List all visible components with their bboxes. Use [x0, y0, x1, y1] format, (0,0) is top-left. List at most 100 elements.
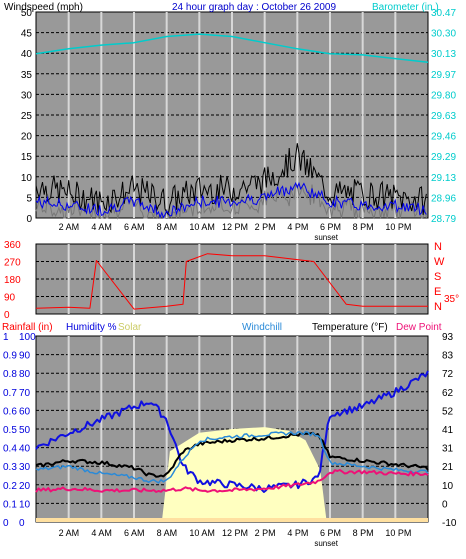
y-tick-label: 15	[21, 152, 33, 163]
temperature-tick-label: 41	[442, 425, 454, 436]
temperature-tick-label: 93	[442, 332, 454, 343]
x-tick-label: 8 PM	[353, 528, 374, 538]
humidity-tick-label: 70	[19, 388, 31, 399]
rain-tick-label: 0.8	[3, 369, 17, 380]
x-tick-label: 2 AM	[59, 528, 80, 538]
direction-tick-label: 90	[4, 293, 16, 304]
direction-tick-label: 0	[4, 310, 10, 321]
y2-tick-label: 29.13	[431, 173, 456, 184]
y-tick-label: 10	[21, 173, 33, 184]
y2-tick-label: 30.13	[431, 49, 456, 60]
rain-tick-label: 0.3	[3, 462, 17, 473]
humidity-tick-label: 50	[19, 425, 31, 436]
x-tick-label: 2 PM	[255, 528, 276, 538]
rain-tick-label: 0.6	[3, 406, 17, 417]
humidity-tick-label: 20	[19, 481, 31, 492]
sunset-label: sunset	[314, 233, 338, 242]
humidity-tick-label: 80	[19, 369, 31, 380]
rain-tick-label: 0.9	[3, 351, 17, 362]
humidity-tick-label: 0	[19, 518, 25, 529]
x-tick-label: 8 AM	[157, 222, 178, 232]
x-tick-label: 4 AM	[91, 222, 112, 232]
y2-tick-label: 29.46	[431, 132, 456, 143]
dew-point-title: Dew Point	[396, 322, 442, 333]
x-tick-label: 6 PM	[320, 222, 341, 232]
y-tick-label: 45	[21, 29, 33, 40]
x-tick-label: 8 PM	[353, 222, 374, 232]
sunset-label: sunset	[314, 539, 338, 548]
temp-marker-label: 35°	[444, 294, 459, 305]
temperature-tick-label: 52	[442, 406, 454, 417]
humidity-tick-label: 40	[19, 444, 31, 455]
solar-title: Solar	[118, 322, 142, 333]
y-tick-label: 5	[26, 193, 32, 204]
wind-avg-line	[35, 181, 427, 219]
rain-tick-label: 0.2	[3, 481, 17, 492]
temperature-tick-label: -10	[442, 518, 457, 529]
x-tick-label: 4 AM	[91, 528, 112, 538]
rain-tick-label: 0.5	[3, 425, 17, 436]
y-tick-label: 30	[21, 90, 33, 101]
x-tick-label: 8 AM	[157, 528, 178, 538]
humidity-line	[35, 370, 429, 493]
x-tick-label: 12 PM	[222, 222, 248, 232]
y2-tick-label: 30.47	[431, 8, 456, 19]
x-tick-label: 6 AM	[124, 222, 145, 232]
temperature-tick-label: 31	[442, 444, 454, 455]
rain-tick-label: 0	[3, 518, 9, 529]
x-tick-label: 4 PM	[287, 222, 308, 232]
x-tick-label: 10 PM	[385, 222, 411, 232]
humidity-tick-label: 60	[19, 406, 31, 417]
y2-tick-label: 29.80	[431, 90, 456, 101]
compass-label: S	[434, 271, 441, 283]
x-tick-label: 12 PM	[222, 528, 248, 538]
barometer-line	[35, 33, 429, 64]
y-tick-label: 25	[21, 111, 33, 122]
y-tick-label: 40	[21, 49, 33, 60]
temperature-tick-label: 0	[442, 499, 448, 510]
humidity-title: Humidity %	[66, 322, 117, 333]
rain-tick-label: 1	[3, 332, 9, 343]
x-tick-label: 6 PM	[320, 528, 341, 538]
humidity-tick-label: 90	[19, 351, 31, 362]
rainfall-bar	[36, 518, 428, 522]
x-tick-label: 2 AM	[59, 222, 80, 232]
y2-tick-label: 28.96	[431, 193, 456, 204]
y2-tick-label: 28.79	[431, 214, 456, 225]
temperature-tick-label: 72	[442, 369, 454, 380]
rain-tick-label: 0.1	[3, 499, 17, 510]
compass-label: W	[434, 256, 445, 268]
x-tick-label: 6 AM	[124, 528, 145, 538]
direction-tick-label: 270	[4, 258, 21, 269]
barometer-axis-title: Barometer (in.)	[372, 2, 439, 13]
y2-tick-label: 30.30	[431, 29, 456, 40]
x-tick-label: 4 PM	[287, 528, 308, 538]
temperature-tick-label: 62	[442, 388, 454, 399]
y-tick-label: 50	[21, 8, 33, 19]
humidity-tick-label: 10	[19, 499, 31, 510]
compass-label: N	[434, 241, 442, 253]
wind-direction-line	[35, 253, 428, 310]
temperature-title: Temperature (°F)	[312, 322, 388, 333]
direction-tick-label: 180	[4, 275, 21, 286]
temperature-tick-label: 21	[442, 462, 454, 473]
rain-tick-label: 0.4	[3, 444, 17, 455]
x-tick-label: 10 AM	[189, 222, 215, 232]
humidity-tick-label: 30	[19, 462, 31, 473]
y-tick-label: 20	[21, 132, 33, 143]
chart-title: 24 hour graph day : October 26 2009	[172, 2, 336, 13]
windchill-title: Windchill	[242, 322, 282, 333]
y2-tick-label: 29.97	[431, 70, 456, 81]
rain-tick-label: 0.7	[3, 388, 17, 399]
temperature-tick-label: 83	[442, 351, 454, 362]
temperature-line	[35, 431, 429, 478]
x-tick-label: 10 PM	[385, 528, 411, 538]
compass-label: E	[434, 286, 441, 298]
temperature-tick-label: 10	[442, 481, 454, 492]
solar-area	[161, 427, 327, 522]
wind-gust-line	[35, 143, 427, 216]
y2-tick-label: 29.29	[431, 152, 456, 163]
dew-point-line	[35, 469, 429, 493]
y-tick-label: 0	[26, 214, 32, 225]
